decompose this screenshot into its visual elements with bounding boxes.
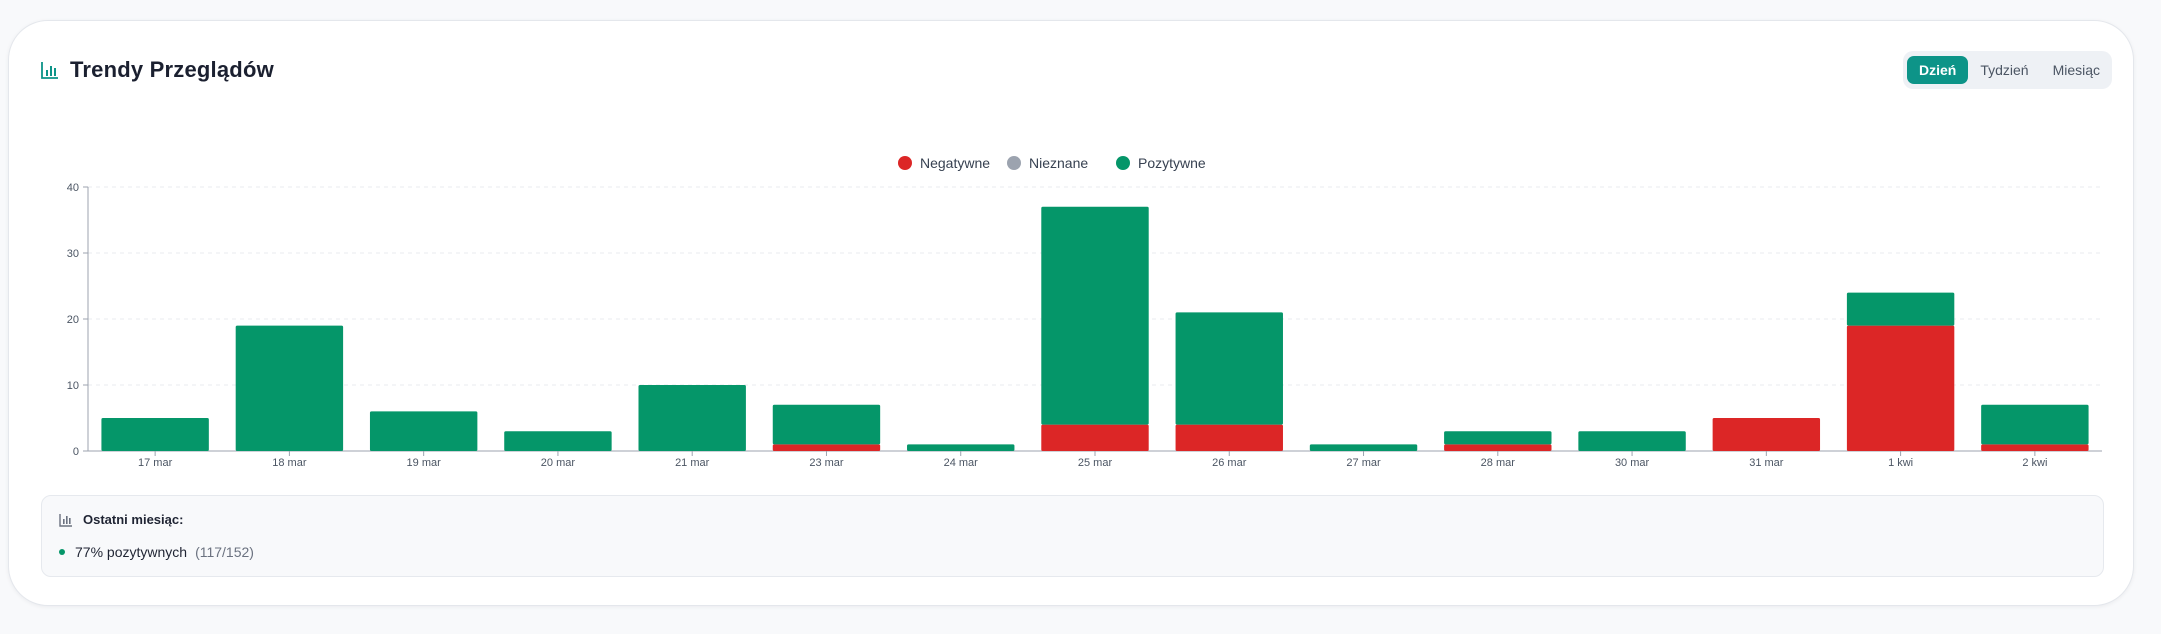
x-tick-label-8: 26 mar [1212,457,1247,469]
x-tick-label-9: 27 mar [1346,457,1381,469]
bar-chart-small-icon [59,513,72,527]
legend-marker-1 [1007,156,1021,170]
bar-pozytywne-10 [1444,431,1552,445]
x-tick-label-2: 19 mar [407,457,442,469]
period-day-button[interactable]: Dzień [1907,56,1969,84]
y-tick-label-3: 30 [67,248,79,260]
bar-negatywne-13 [1846,325,1955,451]
bar-pozytywne-0 [101,418,209,451]
bar-pozytywne-9 [1309,444,1418,451]
positive-dot [59,549,65,555]
x-tick-label-5: 23 mar [809,457,844,469]
x-tick-label-7: 25 mar [1078,457,1113,469]
x-tick-label-10: 28 mar [1481,457,1516,469]
summary-stat: 77% pozytywnych (117/152) [59,544,254,560]
bar-pozytywne-13 [1846,292,1955,326]
bar-pozytywne-7 [1041,206,1149,425]
legend-label-0: Negatywne [920,155,990,171]
y-tick-label-1: 10 [67,380,79,392]
x-tick-label-13: 1 kwi [1888,457,1913,469]
bar-negatywne-5 [772,444,881,451]
bar-pozytywne-1 [235,325,344,451]
summary-header: Ostatni miesiąc: [59,512,183,527]
bar-pozytywne-3 [504,431,612,451]
x-tick-label-3: 20 mar [541,457,576,469]
period-week-button[interactable]: Tydzień [1980,62,2029,78]
period-month-button[interactable]: Miesiąc [2052,62,2101,78]
x-tick-label-1: 18 mar [272,457,307,469]
bar-pozytywne-11 [1578,431,1686,451]
summary-value: 77% pozytywnych [75,544,188,560]
bar-negatywne-14 [1981,444,2089,451]
bar-pozytywne-5 [772,404,881,445]
bar-pozytywne-4 [638,385,746,451]
bar-pozytywne-6 [907,444,1015,451]
bar-pozytywne-14 [1981,404,2089,445]
x-tick-label-12: 31 mar [1749,457,1784,469]
y-tick-label-0: 0 [73,446,79,458]
reviews-trend-card: Trendy Przeglądów Dzień Tydzień Miesiąc … [8,20,2134,606]
page-title: Trendy Przeglądów [70,57,274,82]
bar-negatywne-8 [1175,424,1283,451]
x-tick-label-6: 24 mar [944,457,979,469]
period-selector: Dzień Tydzień Miesiąc [1903,51,2112,89]
card-header: Trendy Przeglądów [41,57,274,83]
x-tick-label-14: 2 kwi [2022,457,2047,469]
legend-marker-0 [898,156,912,170]
x-tick-label-4: 21 mar [675,457,710,469]
bar-negatywne-12 [1712,418,1821,451]
legend-marker-2 [1116,156,1130,170]
x-tick-label-0: 17 mar [138,457,173,469]
bar-negatywne-10 [1444,444,1552,451]
legend-label-1: Nieznane [1029,155,1088,171]
bar-negatywne-7 [1041,424,1149,451]
legend-label-2: Pozytywne [1138,155,1206,171]
y-tick-label-2: 20 [67,314,79,326]
bar-pozytywne-2 [369,411,478,451]
y-tick-label-4: 40 [67,182,79,194]
summary-panel: Ostatni miesiąc: 77% pozytywnych (117/15… [41,495,2104,577]
summary-title: Ostatni miesiąc: [83,512,184,527]
bar-chart-icon [41,62,58,79]
stacked-bar-chart: Negatywne Nieznane Pozytywne 0 10 20 30 40 17 ma… [67,155,2102,469]
bar-pozytywne-8 [1175,312,1283,425]
x-tick-label-11: 30 mar [1615,457,1650,469]
summary-count: (117/152) [195,544,254,560]
